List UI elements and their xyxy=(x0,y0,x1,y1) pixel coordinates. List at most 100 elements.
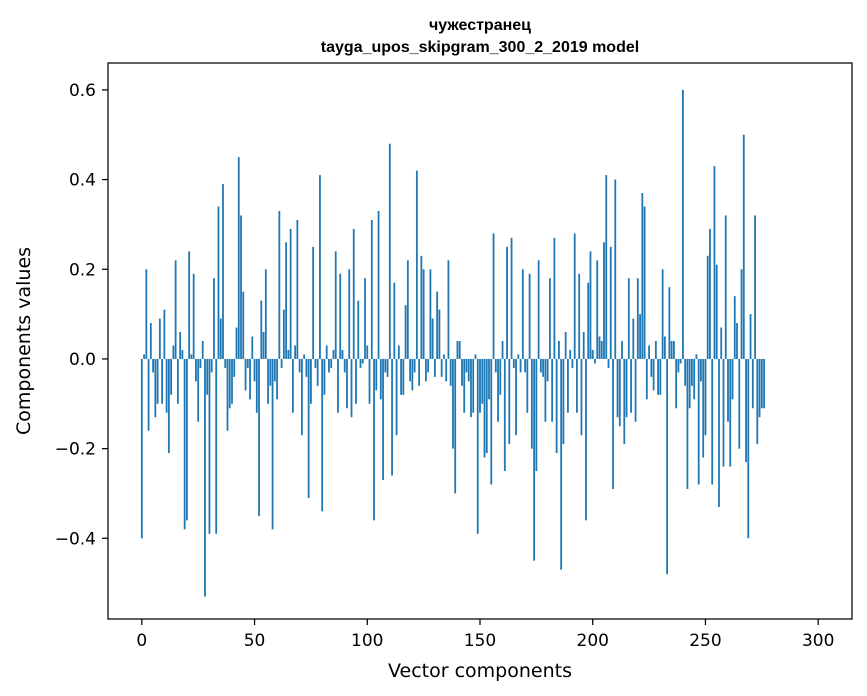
bar xyxy=(364,278,366,359)
bar xyxy=(319,175,321,359)
bar xyxy=(485,358,488,454)
bar xyxy=(264,269,267,359)
bar xyxy=(161,358,164,404)
bar xyxy=(609,246,612,359)
bar xyxy=(724,215,727,359)
bar xyxy=(526,358,529,413)
bar xyxy=(682,89,684,359)
bar xyxy=(607,358,610,368)
bar xyxy=(634,358,637,422)
bar xyxy=(271,358,274,530)
x-tick-label: 150 xyxy=(464,631,496,651)
bar xyxy=(612,358,614,489)
bar xyxy=(368,358,371,404)
bar xyxy=(521,269,524,359)
bar xyxy=(379,358,382,400)
bar xyxy=(179,332,182,359)
bar xyxy=(341,349,344,359)
bar xyxy=(240,215,242,359)
bar xyxy=(738,358,741,449)
bar xyxy=(488,358,490,400)
bar xyxy=(501,341,504,359)
y-axis-ticks: −0.4 −0.2 0.0 0.2 0.4 0.6 xyxy=(55,81,108,549)
bar xyxy=(294,345,297,359)
bar xyxy=(709,228,711,359)
bar xyxy=(384,358,387,373)
bar xyxy=(300,358,303,436)
bar xyxy=(697,358,700,485)
bar xyxy=(652,358,655,391)
bar xyxy=(418,358,421,386)
bar xyxy=(206,358,209,395)
bar xyxy=(253,358,256,382)
bar xyxy=(729,358,732,467)
bar xyxy=(226,358,229,431)
bar xyxy=(246,358,249,368)
bar xyxy=(476,358,479,534)
bar xyxy=(587,282,590,359)
bar xyxy=(663,336,666,359)
bar xyxy=(375,358,378,391)
bar xyxy=(650,358,653,377)
y-tick-label: −0.4 xyxy=(55,529,96,549)
bar xyxy=(255,358,258,413)
bar xyxy=(727,358,729,422)
bar xyxy=(422,269,425,359)
bar xyxy=(217,206,220,359)
plot-frame xyxy=(107,62,853,620)
bar xyxy=(285,242,288,359)
bar xyxy=(470,358,472,418)
bar xyxy=(483,358,486,458)
bar xyxy=(562,358,565,445)
bar xyxy=(296,219,299,359)
bar xyxy=(494,358,497,373)
bar xyxy=(616,358,619,418)
bar xyxy=(636,278,639,359)
bar xyxy=(718,358,720,507)
bar xyxy=(291,358,294,413)
bar xyxy=(386,358,389,377)
bar xyxy=(163,309,166,359)
bar xyxy=(158,318,161,359)
bar xyxy=(542,358,545,377)
bar xyxy=(506,246,508,359)
bar xyxy=(589,251,592,359)
bar xyxy=(167,358,170,454)
bar xyxy=(443,354,445,359)
bar xyxy=(373,358,375,521)
bar xyxy=(183,358,186,530)
bar xyxy=(623,358,626,445)
bar xyxy=(691,358,693,386)
bar xyxy=(528,273,531,359)
bar xyxy=(736,323,738,359)
bar xyxy=(742,134,745,359)
bar xyxy=(754,215,756,359)
bar xyxy=(199,358,202,368)
bar xyxy=(548,278,551,359)
bar xyxy=(382,358,384,480)
x-tick-label: 300 xyxy=(802,631,834,651)
chart-title: чужестранец xyxy=(429,17,531,34)
bar xyxy=(282,309,285,359)
bar xyxy=(449,358,452,386)
bar xyxy=(530,358,533,449)
bar xyxy=(763,358,765,409)
bar xyxy=(706,255,709,359)
bar xyxy=(677,358,680,373)
x-axis-ticks: 0 50 100 150 200 250 300 xyxy=(136,619,834,651)
bar xyxy=(598,336,601,359)
bar xyxy=(352,228,355,359)
bar xyxy=(688,358,691,409)
bar xyxy=(228,358,231,409)
bar xyxy=(402,358,405,395)
bar xyxy=(499,358,502,395)
bar xyxy=(747,358,750,539)
bar xyxy=(605,175,608,359)
bar xyxy=(325,345,328,359)
bar xyxy=(695,354,698,359)
bar xyxy=(244,358,247,391)
bar xyxy=(555,358,558,454)
bar xyxy=(700,358,702,382)
bar xyxy=(350,358,353,418)
